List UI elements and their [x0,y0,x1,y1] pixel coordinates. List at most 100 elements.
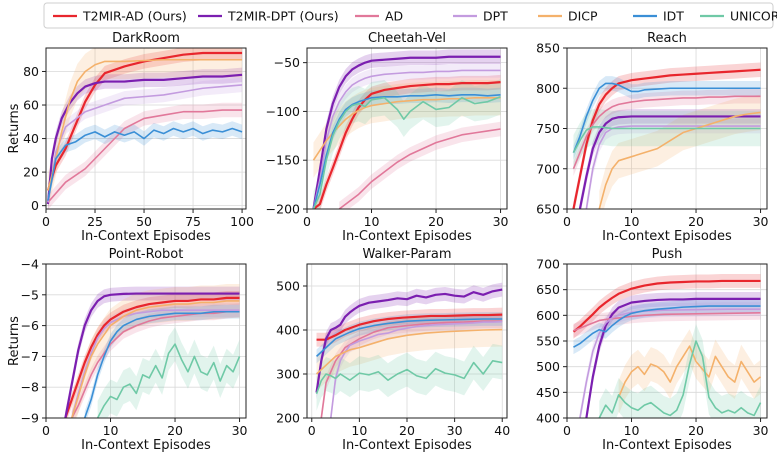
x-tick-label: 75 [185,214,201,229]
y-tick-label: 700 [536,257,560,272]
y-tick-label: 650 [536,202,560,217]
legend-frame [43,2,774,29]
y-tick-label: 550 [536,334,560,349]
x-axis-label: In-Context Episodes [342,438,472,453]
y-tick-label: 20 [23,165,39,180]
x-tick-label: 10 [351,423,367,438]
legend-entry: T2MIR-AD (Ours) [53,9,187,24]
legend-label: T2MIR-DPT (Ours) [227,9,339,24]
y-tick-label: −7 [21,349,39,364]
series-band [579,109,761,209]
x-tick-label: 0 [308,423,316,438]
y-tick-label: −150 [266,153,300,168]
x-axis-label: In-Context Episodes [602,229,732,244]
chart-panel: 0 10 20 30 650 700 750 800 850 Reach In-Context Ep… [536,31,768,244]
y-tick-label: −9 [21,411,39,426]
series-band [573,274,761,339]
y-tick-label: −5 [21,287,39,302]
chart-title: Point-Robot [109,247,184,262]
x-tick-label: 0 [563,214,571,229]
x-tick-label: 0 [42,214,50,229]
x-tick-label: 20 [428,214,444,229]
x-tick-label: 0 [303,214,311,229]
series-line [598,111,761,209]
x-tick-label: 30 [753,214,769,229]
series-line [585,297,761,418]
series-line [47,84,243,203]
series-band [573,62,761,209]
series-line [312,55,501,209]
series-line [572,279,761,333]
y-tick-label: 500 [276,279,300,294]
series-band [313,74,501,209]
x-tick-label: 30 [753,423,769,438]
series-line [572,126,761,154]
series-band [599,324,761,418]
series-line [338,128,501,209]
legend-label: DICP [568,9,598,24]
y-tick-label: 200 [276,411,300,426]
chart-panel: 0 10 20 30 40 200 300 400 500 Walker-Param In-Cont… [276,247,510,453]
series-band [321,314,503,418]
series-band [313,79,501,209]
legend-label: UNICORN [730,9,777,24]
y-tick-label: −100 [266,104,300,119]
series-line [617,345,762,398]
y-tick-label: 40 [23,131,39,146]
y-tick-label: 700 [536,161,560,176]
y-axis-label: Returns [7,103,22,153]
x-tick-label: 10 [624,423,640,438]
series-band [316,343,503,411]
plot-area [64,284,241,418]
series-band [573,76,761,160]
y-tick-label: 80 [23,64,39,79]
x-tick-label: 100 [230,214,254,229]
chart-panel: 0 10 20 30 −200 −150 −100 −50 Cheetah-Vel In-Cont… [266,31,509,244]
y-tick-label: 300 [276,367,300,382]
series-line [573,305,761,348]
series-line [320,320,503,418]
series-band [65,290,240,418]
series-line [64,292,240,418]
series-line [598,340,762,418]
legend-entry: DPT [453,9,508,24]
series-band [47,77,243,209]
x-tick-label: 20 [167,423,183,438]
legend-label: T2MIR-AD (Ours) [82,9,187,24]
y-axis-label: Returns [7,316,22,366]
series-line [578,115,761,209]
x-axis-label: In-Context Episodes [602,438,732,453]
series-line [330,320,503,418]
x-tick-label: 40 [494,423,510,438]
series-line [47,109,243,203]
y-tick-label: 500 [536,359,560,374]
y-tick-label: 400 [536,411,560,426]
x-axis-label: In-Context Episodes [81,229,211,244]
x-tick-label: 30 [447,423,463,438]
chart-panel: 0 10 20 30 −9 −8 −7 −6 −5 −4 Point-Robot In-Context… [7,247,248,453]
y-tick-label: 450 [536,385,560,400]
y-tick-label: 60 [23,98,39,113]
legend-entry: T2MIR-DPT (Ours) [198,9,339,24]
series-line [312,96,501,209]
x-tick-label: 10 [624,214,640,229]
y-tick-label: −6 [21,318,39,333]
legend-entry: UNICORN [700,9,777,24]
series-line [47,127,243,201]
x-tick-label: 25 [87,214,103,229]
y-tick-label: 850 [536,41,560,56]
chart-title: Reach [647,31,687,46]
chart-title: Walker-Param [362,247,451,262]
series-band [316,307,503,347]
chart-title: DarkRoom [112,31,180,46]
series-band [573,89,761,176]
y-tick-label: −200 [266,202,300,217]
series-band [47,48,243,198]
series-band [313,87,501,209]
series-line [316,313,503,341]
series-band [84,304,240,418]
axes-frame [306,47,508,210]
x-tick-label: 30 [493,214,509,229]
series-line [315,328,503,375]
x-tick-label: 10 [364,214,380,229]
